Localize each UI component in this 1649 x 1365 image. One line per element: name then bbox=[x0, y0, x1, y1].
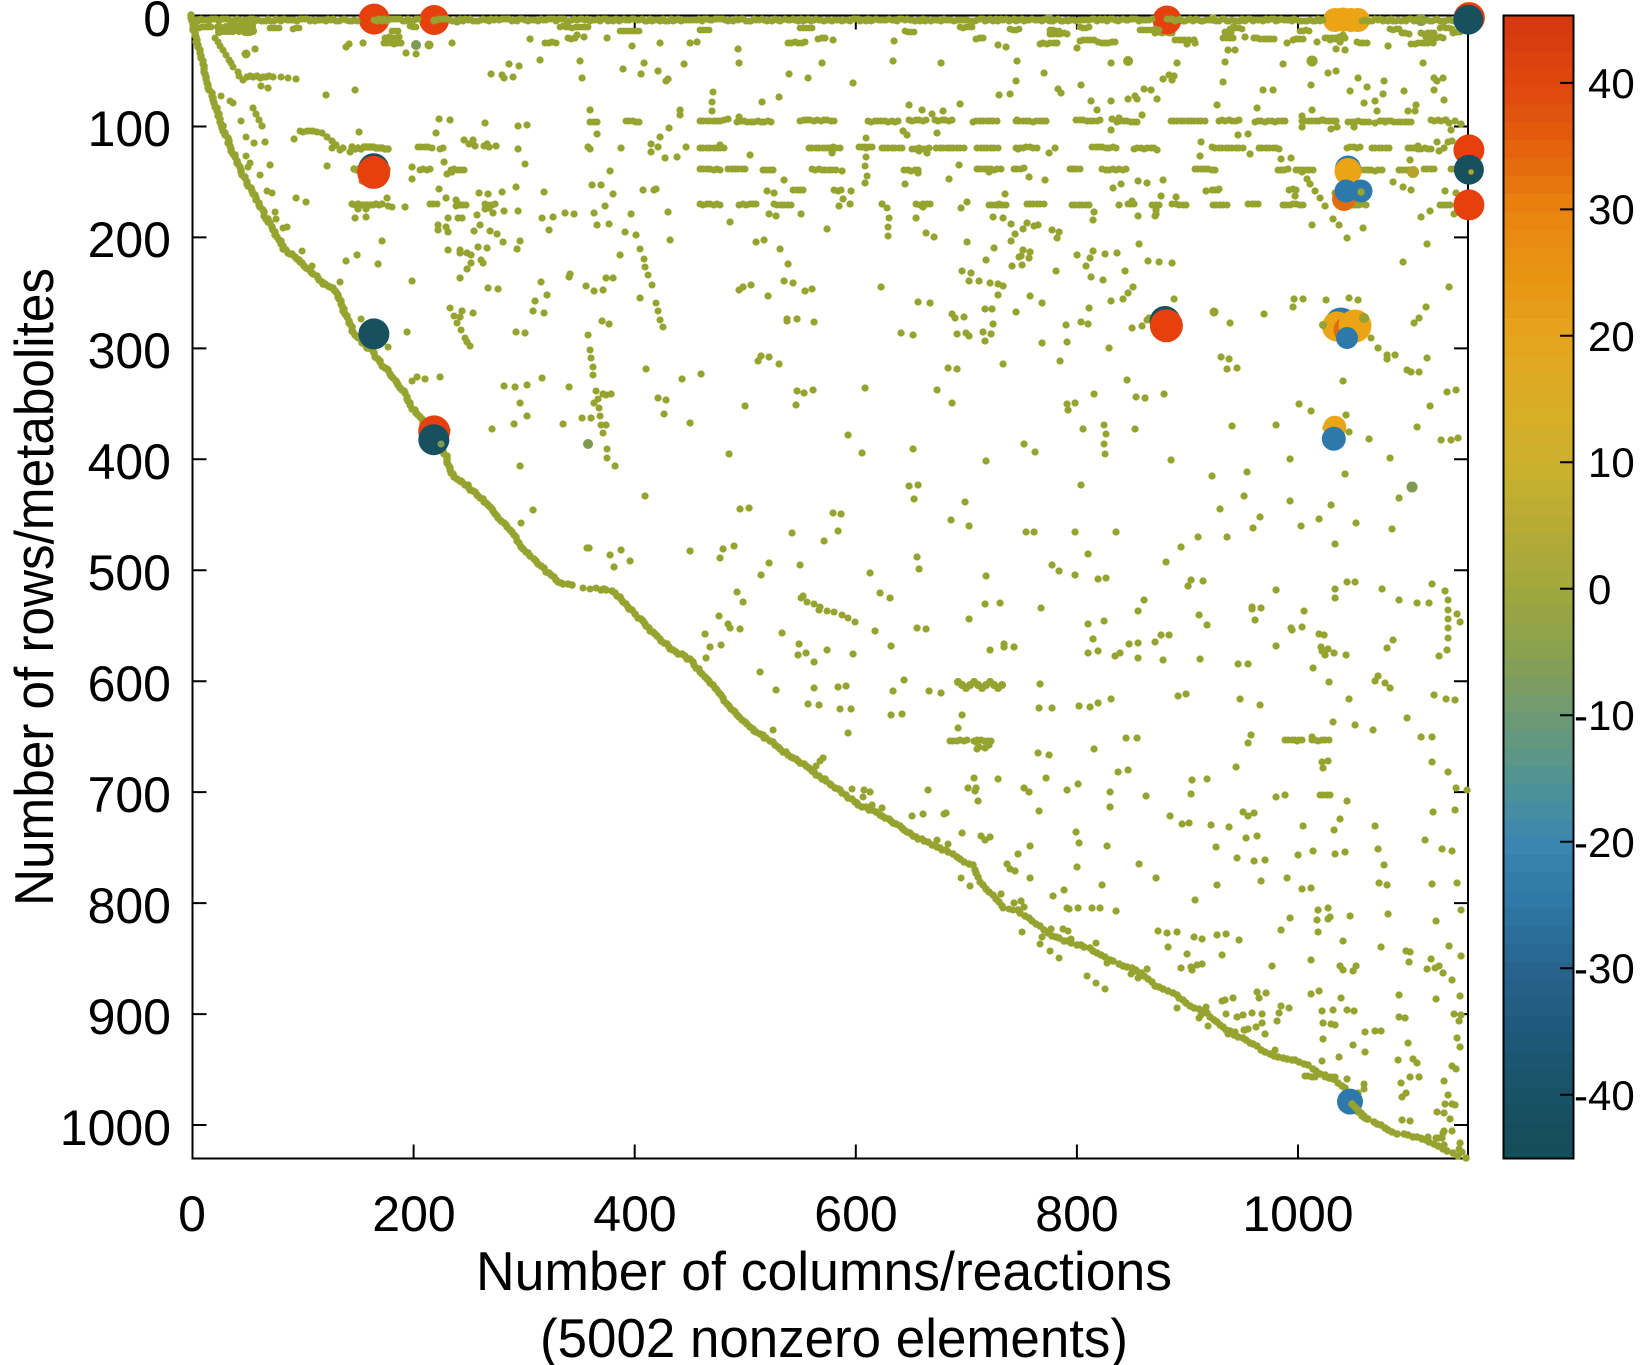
svg-text:-30: -30 bbox=[1574, 945, 1635, 992]
svg-text:600: 600 bbox=[814, 1186, 897, 1242]
svg-text:20: 20 bbox=[1588, 313, 1635, 360]
svg-text:200: 200 bbox=[372, 1186, 455, 1242]
svg-text:400: 400 bbox=[593, 1186, 676, 1242]
svg-text:30: 30 bbox=[1588, 186, 1635, 233]
svg-text:-10: -10 bbox=[1574, 692, 1635, 739]
svg-text:800: 800 bbox=[1035, 1186, 1118, 1242]
svg-text:0: 0 bbox=[1588, 566, 1611, 613]
svg-text:-40: -40 bbox=[1574, 1072, 1635, 1119]
svg-text:40: 40 bbox=[1588, 60, 1635, 107]
svg-text:1000: 1000 bbox=[60, 1100, 171, 1156]
svg-text:0: 0 bbox=[143, 0, 171, 47]
svg-text:600: 600 bbox=[88, 656, 171, 712]
svg-text:(5002 nonzero elements): (5002 nonzero elements) bbox=[540, 1307, 1128, 1365]
svg-text:-20: -20 bbox=[1574, 819, 1635, 866]
svg-text:300: 300 bbox=[88, 323, 171, 379]
svg-text:1000: 1000 bbox=[1242, 1186, 1353, 1242]
svg-text:0: 0 bbox=[178, 1186, 206, 1242]
svg-text:900: 900 bbox=[88, 989, 171, 1045]
svg-text:100: 100 bbox=[88, 101, 171, 157]
svg-text:800: 800 bbox=[88, 878, 171, 934]
svg-text:200: 200 bbox=[88, 212, 171, 268]
svg-text:400: 400 bbox=[88, 434, 171, 490]
svg-text:Number of rows/metabolites: Number of rows/metabolites bbox=[3, 268, 65, 906]
svg-text:10: 10 bbox=[1588, 439, 1635, 486]
svg-text:Number of columns/reactions: Number of columns/reactions bbox=[476, 1240, 1172, 1302]
svg-text:500: 500 bbox=[88, 545, 171, 601]
svg-text:700: 700 bbox=[88, 767, 171, 823]
